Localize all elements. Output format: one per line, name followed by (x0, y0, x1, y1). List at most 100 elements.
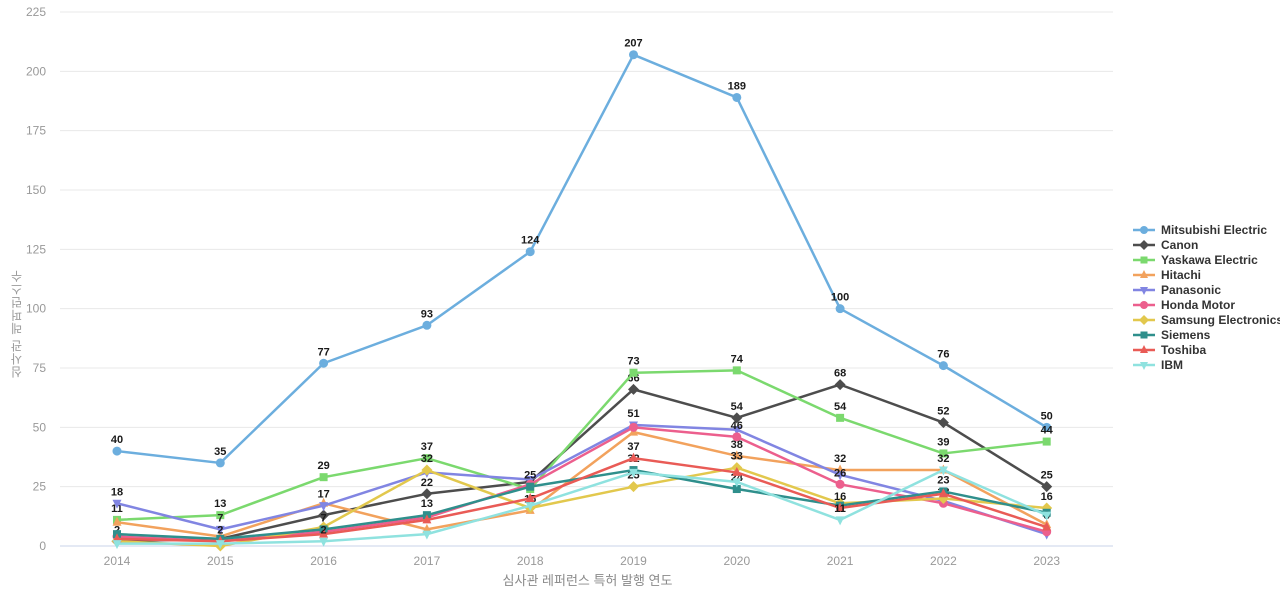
data-point-marker[interactable] (835, 304, 845, 314)
legend-item-ibm[interactable]: IBM (1133, 358, 1280, 372)
legend-marker[interactable] (1139, 239, 1149, 250)
legend-marker[interactable] (1140, 225, 1148, 234)
series-line (115, 468, 1048, 545)
legend-marker[interactable] (1140, 300, 1148, 309)
data-point-label: 11 (834, 503, 846, 515)
data-point-marker[interactable] (215, 525, 225, 535)
data-point-marker[interactable] (525, 502, 535, 512)
y-tick-label: 75 (33, 361, 47, 375)
legend-item-mitsubishi-electric[interactable]: Mitsubishi Electric (1133, 223, 1280, 237)
data-point-label: 22 (421, 477, 433, 489)
legend-item-honda-motor[interactable]: Honda Motor (1133, 297, 1280, 312)
legend-marker[interactable] (1140, 269, 1148, 278)
data-point-marker[interactable] (215, 458, 225, 468)
data-point-label: 44 (1041, 425, 1054, 437)
legend-marker[interactable] (1140, 286, 1148, 295)
data-point-marker[interactable] (319, 473, 328, 482)
legend-item-toshiba[interactable]: Toshiba (1133, 343, 1280, 357)
data-point-marker[interactable] (112, 540, 122, 550)
data-point-marker[interactable] (731, 412, 743, 424)
data-point-marker[interactable] (732, 450, 742, 460)
data-point-marker[interactable] (112, 446, 122, 456)
data-point-marker[interactable] (319, 537, 329, 547)
data-point-marker[interactable] (422, 454, 431, 463)
data-point-marker[interactable] (732, 478, 742, 488)
data-point-marker[interactable] (937, 417, 949, 429)
data-point-marker[interactable] (938, 466, 948, 476)
data-point-label: 35 (214, 446, 226, 458)
legend-item-siemens[interactable]: Siemens (1133, 328, 1280, 342)
data-point-label: 38 (731, 439, 743, 451)
data-point-marker[interactable] (732, 466, 742, 476)
data-point-marker[interactable] (629, 368, 638, 377)
data-point-marker[interactable] (422, 320, 432, 330)
data-point-marker[interactable] (319, 528, 329, 538)
legend-item-hitachi[interactable]: Hitachi (1133, 268, 1280, 282)
data-point-label: 11 (111, 503, 123, 515)
data-point-marker[interactable] (628, 383, 639, 395)
data-point-marker[interactable] (525, 493, 535, 503)
data-point-marker[interactable] (1042, 521, 1052, 531)
data-point-marker[interactable] (525, 247, 535, 257)
data-point-marker[interactable] (835, 502, 845, 512)
data-point-marker[interactable] (319, 502, 329, 512)
legend-marker-icon (1133, 256, 1155, 263)
data-point-label: 29 (317, 460, 329, 472)
data-point-marker[interactable] (836, 413, 845, 422)
data-point-marker[interactable] (112, 516, 122, 526)
legend-marker[interactable] (1140, 361, 1148, 370)
legend-marker[interactable] (1140, 331, 1148, 338)
legend-marker[interactable] (1140, 256, 1148, 263)
data-point-marker[interactable] (629, 452, 638, 462)
data-point-marker[interactable] (732, 432, 742, 442)
legend-item-canon[interactable]: Canon (1133, 238, 1280, 252)
data-point-marker[interactable] (628, 481, 639, 493)
data-point-marker[interactable] (319, 358, 329, 368)
legend-label: Samsung Electronics (1161, 312, 1280, 327)
data-point-marker[interactable] (835, 479, 845, 489)
x-tick-label: 2020 (723, 554, 750, 568)
series-line (115, 369, 1048, 522)
data-point-marker[interactable] (835, 516, 845, 526)
data-point-marker[interactable] (112, 499, 122, 509)
legend-marker[interactable] (1139, 314, 1149, 325)
data-point-marker[interactable] (629, 422, 638, 432)
data-point-marker[interactable] (629, 468, 638, 478)
legend: Mitsubishi Electric Canon Yaskawa Electric… (1133, 223, 1280, 372)
data-point-marker[interactable] (1042, 437, 1051, 446)
data-point-marker[interactable] (422, 530, 432, 540)
data-point-marker[interactable] (732, 366, 741, 375)
data-point-marker[interactable] (526, 482, 535, 491)
legend-item-panasonic[interactable]: Panasonic (1133, 283, 1280, 297)
data-point-marker[interactable] (1041, 481, 1053, 493)
data-point-marker[interactable] (835, 471, 845, 481)
data-point-marker[interactable] (939, 449, 948, 458)
x-tick-label: 2018 (517, 554, 544, 568)
data-point-marker[interactable] (1042, 511, 1052, 521)
data-point-label: 32 (421, 453, 433, 465)
legend-label: Honda Motor (1161, 297, 1235, 312)
data-point-marker[interactable] (938, 488, 948, 498)
legend-marker[interactable] (1140, 344, 1148, 353)
data-point-marker[interactable] (421, 464, 433, 476)
data-point-marker[interactable] (318, 509, 330, 521)
data-point-label: 74 (731, 353, 744, 365)
data-point-marker[interactable] (732, 426, 742, 436)
data-point-label: 25 (524, 470, 536, 482)
data-point-marker[interactable] (938, 361, 948, 371)
legend-item-samsung-electronics[interactable]: Samsung Electronics (1133, 312, 1280, 327)
data-point-marker[interactable] (732, 485, 741, 494)
legend-item-yaskawa-electric[interactable]: Yaskawa Electric (1133, 253, 1280, 267)
data-point-marker[interactable] (422, 514, 432, 524)
data-point-marker[interactable] (216, 511, 225, 520)
data-point-label: 93 (421, 308, 433, 320)
data-point-marker[interactable] (215, 540, 225, 550)
data-point-marker[interactable] (732, 92, 742, 102)
data-point-marker[interactable] (834, 379, 846, 391)
data-point-label: 40 (111, 434, 123, 446)
legend-marker-icon (1133, 331, 1155, 338)
data-point-marker[interactable] (629, 50, 638, 60)
data-point-marker[interactable] (1042, 422, 1052, 432)
data-point-marker[interactable] (421, 488, 433, 500)
